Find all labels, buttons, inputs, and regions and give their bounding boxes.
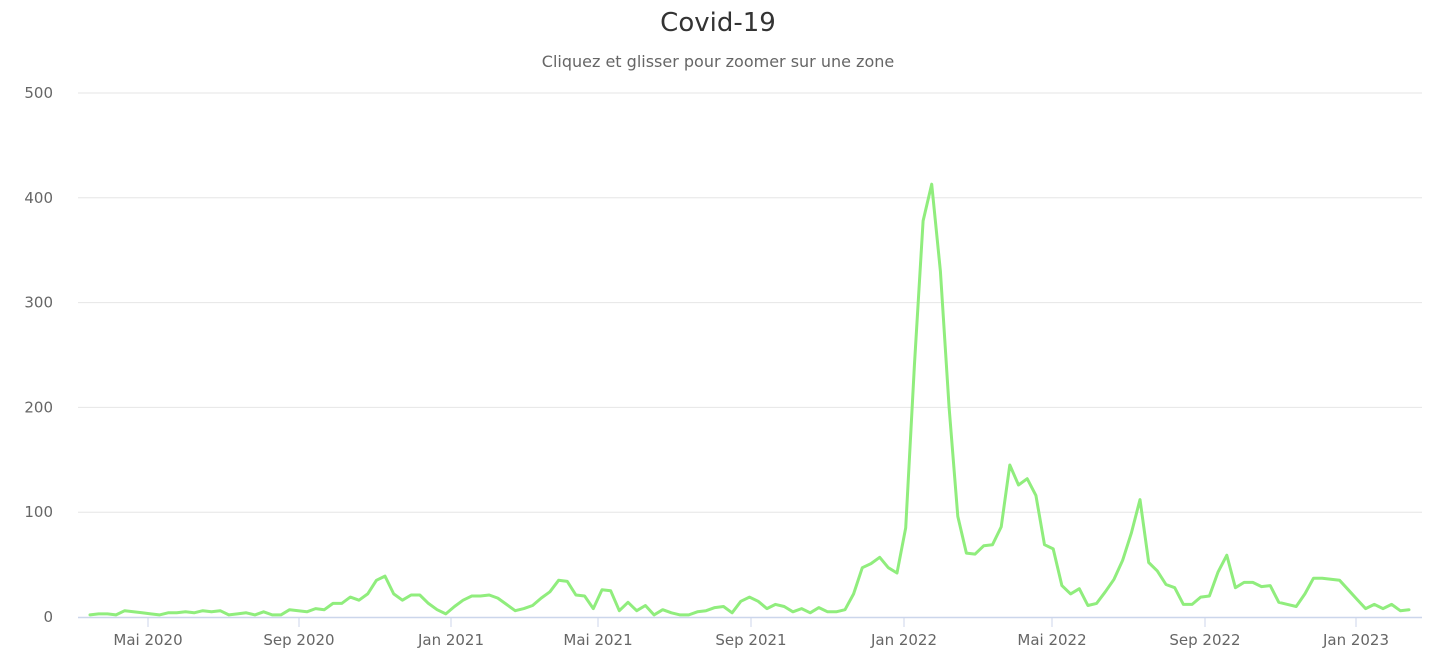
x-tick-label: Sep 2022: [1169, 631, 1240, 649]
x-tick-label: Jan 2022: [870, 631, 937, 649]
y-tick-label: 300: [24, 294, 53, 312]
chart-subtitle: Cliquez et glisser pour zoomer sur une z…: [541, 52, 895, 71]
y-axis-labels: 0 100 200 300 400 500: [24, 84, 53, 626]
y-tick-label: 500: [24, 84, 53, 102]
x-tick-label: Mai 2020: [113, 631, 182, 649]
y-tick-label: 200: [24, 398, 53, 416]
x-tick-label: Jan 2023: [1322, 631, 1389, 649]
x-tick-label: Sep 2020: [263, 631, 334, 649]
chart-title: Covid-19: [660, 8, 776, 38]
series-line-covid19[interactable]: [88, 182, 1411, 617]
gridlines: [78, 92, 1422, 513]
x-axis: Mai 2020 Sep 2020 Jan 2021 Mai 2021 Sep 2021…: [78, 616, 1422, 649]
x-tick-label: Jan 2021: [417, 631, 484, 649]
x-tick-label: Sep 2021: [715, 631, 786, 649]
y-tick-label: 0: [43, 608, 53, 626]
x-tick-label: Mai 2021: [563, 631, 632, 649]
x-tick-label: Mai 2022: [1017, 631, 1086, 649]
y-tick-label: 100: [24, 503, 53, 521]
y-tick-label: 400: [24, 189, 53, 207]
